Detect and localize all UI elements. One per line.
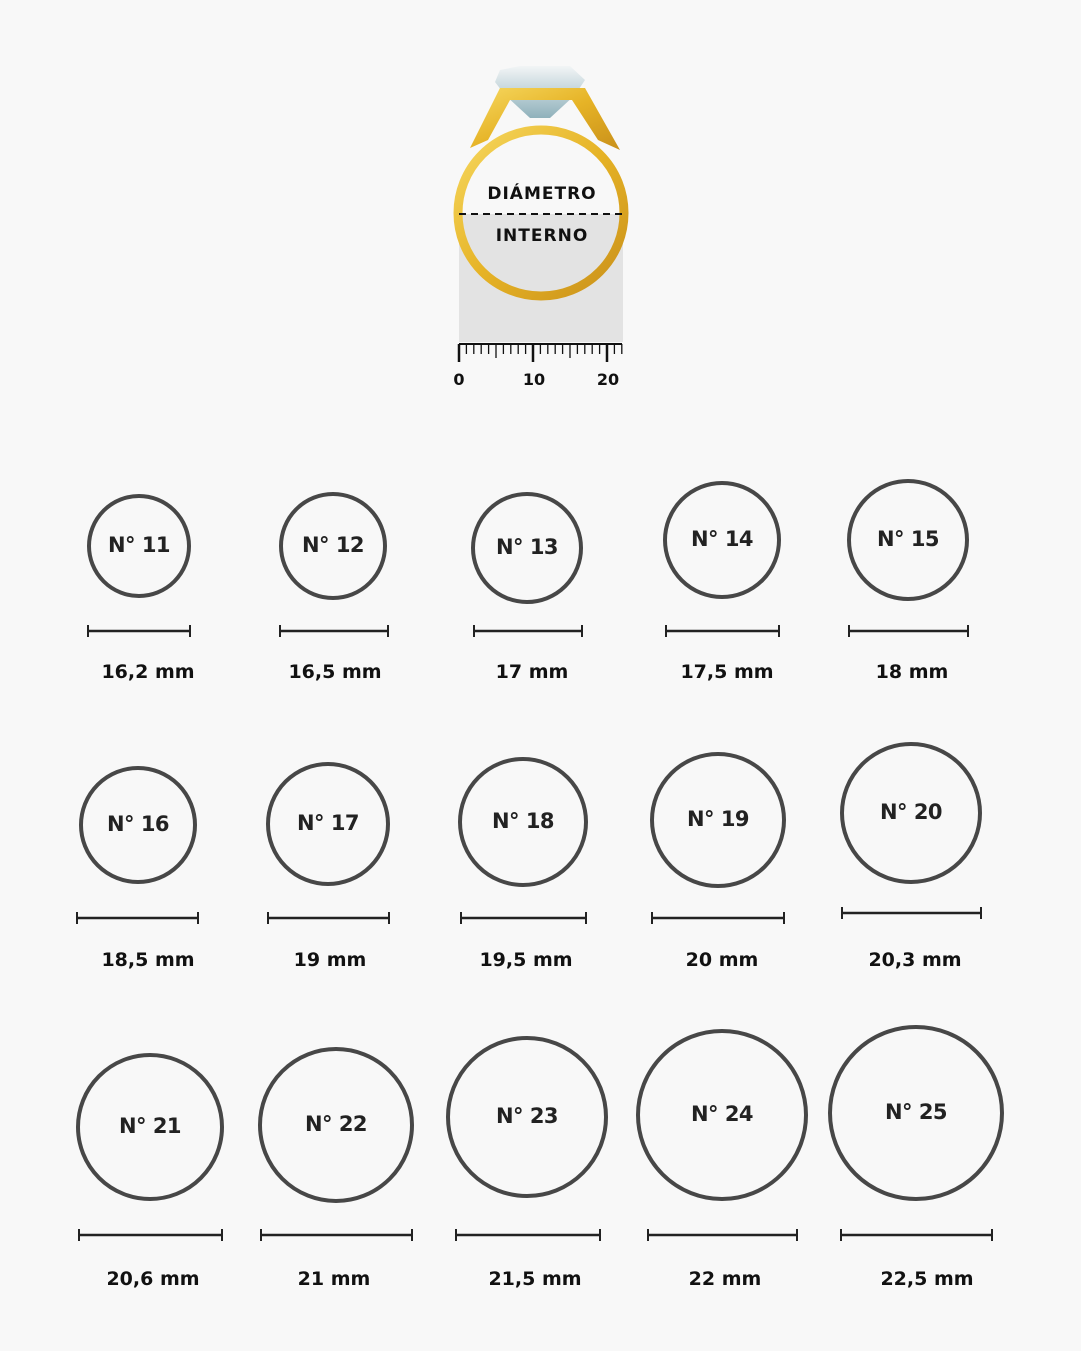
- size-number: N° 18: [491, 809, 555, 833]
- ring-setting: [470, 88, 620, 150]
- size-circle: [828, 1025, 1004, 1201]
- size-diameter: 19 mm: [293, 949, 367, 971]
- size-diameter: 17,5 mm: [680, 661, 774, 683]
- size-circle: [258, 1047, 414, 1203]
- size-diameter: 16,2 mm: [101, 661, 195, 683]
- size-diameter: 19,5 mm: [479, 949, 573, 971]
- size-number: N° 11: [107, 533, 171, 557]
- size-circle: [76, 1053, 224, 1201]
- size-diameter: 18,5 mm: [101, 949, 195, 971]
- size-number: N° 13: [495, 535, 559, 559]
- diameter-bar: [455, 1229, 601, 1241]
- diameter-bar: [651, 912, 785, 924]
- size-diameter: 16,5 mm: [288, 661, 382, 683]
- size-diameter: 20,6 mm: [106, 1268, 200, 1290]
- size-circle: [458, 757, 588, 887]
- size-circle: [266, 762, 390, 886]
- ruler: [457, 343, 623, 362]
- ruler-label-10: 10: [522, 370, 546, 389]
- diameter-bar: [260, 1229, 413, 1241]
- size-diameter: 21 mm: [297, 1268, 371, 1290]
- size-diameter: 21,5 mm: [488, 1268, 582, 1290]
- ruler-label-0: 0: [453, 370, 465, 389]
- diameter-bar: [473, 625, 583, 637]
- size-circle: [650, 752, 786, 888]
- diameter-bar: [665, 625, 780, 637]
- size-circle: [471, 492, 583, 604]
- ring-band: [453, 125, 629, 301]
- size-number: N° 16: [106, 812, 170, 836]
- size-diameter: 22 mm: [688, 1268, 762, 1290]
- size-circle: [663, 481, 781, 599]
- label-diametro: DIÁMETRO: [487, 184, 597, 204]
- diameter-bar: [460, 912, 587, 924]
- diameter-bar: [848, 625, 969, 637]
- diameter-bar: [279, 625, 389, 637]
- size-number: N° 22: [304, 1112, 368, 1136]
- size-circle: [79, 766, 197, 884]
- diameter-bar: [267, 912, 390, 924]
- size-circle: [279, 492, 387, 600]
- size-diameter: 20 mm: [685, 949, 759, 971]
- ring-illustration: [453, 66, 629, 362]
- diameter-bar: [840, 1229, 993, 1241]
- size-number: N° 20: [879, 800, 943, 824]
- diameter-bar: [87, 625, 191, 637]
- size-diameter: 18 mm: [875, 661, 949, 683]
- diameter-bar: [78, 1229, 223, 1241]
- diameter-bar: [76, 912, 199, 924]
- diameter-bar: [647, 1229, 798, 1241]
- diameter-bar: [841, 907, 982, 919]
- size-diameter: 20,3 mm: [868, 949, 962, 971]
- size-circle: [636, 1029, 808, 1201]
- size-number: N° 19: [686, 807, 750, 831]
- size-number: N° 23: [495, 1104, 559, 1128]
- size-number: N° 21: [118, 1114, 182, 1138]
- size-circle: [847, 479, 969, 601]
- size-number: N° 25: [884, 1100, 948, 1124]
- size-circle: [87, 494, 191, 598]
- size-number: N° 12: [301, 533, 365, 557]
- size-circle: [840, 742, 982, 884]
- size-number: N° 17: [296, 811, 360, 835]
- size-diameter: 17 mm: [495, 661, 569, 683]
- size-number: N° 15: [876, 527, 940, 551]
- size-number: N° 14: [690, 527, 754, 551]
- size-circle: [446, 1036, 608, 1198]
- label-interno: INTERNO: [495, 226, 589, 246]
- size-number: N° 24: [690, 1102, 754, 1126]
- ruler-label-20: 20: [596, 370, 620, 389]
- size-diameter: 22,5 mm: [880, 1268, 974, 1290]
